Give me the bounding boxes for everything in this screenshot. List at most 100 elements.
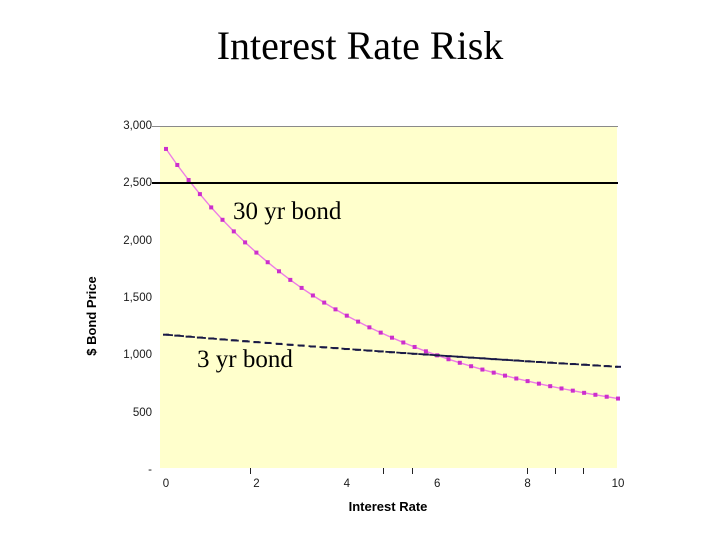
data-point-marker: [422, 353, 429, 356]
x-axis-tick: [527, 468, 529, 474]
series-label-3yr-bond: 3 yr bond: [197, 346, 293, 373]
data-point-marker: [344, 313, 349, 318]
data-point-marker: [603, 365, 610, 368]
data-point-marker: [253, 341, 260, 344]
data-point-marker: [287, 343, 294, 346]
x-axis-tick: [555, 468, 557, 474]
y-axis-title: $ Bond Price: [84, 276, 99, 356]
data-point-marker: [254, 250, 259, 255]
data-point-marker: [569, 363, 576, 366]
data-point-marker: [524, 360, 531, 363]
data-point-marker: [389, 351, 395, 354]
data-point-marker: [559, 386, 564, 391]
y-tick-label: 2,500: [123, 177, 152, 190]
data-point-marker: [332, 347, 339, 350]
data-point-marker: [163, 333, 169, 336]
x-axis-tick: [382, 468, 384, 474]
data-point-marker: [390, 335, 394, 340]
data-point-marker: [175, 162, 180, 167]
data-point-marker: [593, 392, 598, 397]
data-point-marker: [400, 352, 407, 355]
data-point-marker: [299, 285, 304, 290]
data-point-marker: [277, 269, 281, 274]
data-point-marker: [164, 146, 168, 151]
data-point-marker: [491, 370, 496, 375]
data-point-marker: [445, 355, 452, 358]
y-tick-label: 500: [132, 406, 152, 419]
data-point-marker: [231, 229, 236, 234]
x-tick-label: 0: [162, 478, 170, 490]
data-point-marker: [570, 388, 575, 393]
data-point-marker: [310, 293, 315, 298]
data-point-marker: [196, 336, 203, 339]
data-point-marker: [514, 376, 519, 381]
page-title: Interest Rate Risk: [216, 23, 504, 68]
data-point-marker: [548, 384, 553, 389]
x-axis-title: Interest Rate: [348, 499, 428, 514]
data-point-marker: [423, 349, 428, 354]
data-point-marker: [434, 354, 441, 357]
data-point-marker: [276, 342, 282, 345]
data-point-marker: [367, 325, 372, 330]
y-tick-label: 2,000: [123, 234, 152, 247]
data-point-marker: [197, 192, 202, 197]
x-tick-label: 4: [343, 478, 350, 490]
data-point-marker: [547, 361, 554, 364]
y-tick-label: 1,500: [123, 292, 152, 304]
data-point-marker: [209, 205, 214, 210]
series-label-30yr-bond: 30 yr bond: [233, 198, 342, 225]
data-point-marker: [616, 396, 620, 401]
data-point-marker: [298, 344, 305, 347]
data-point-marker: [581, 363, 588, 366]
data-point-marker: [333, 307, 338, 312]
x-tick-label: 8: [524, 478, 531, 490]
data-point-marker: [592, 364, 599, 367]
data-point-marker: [378, 330, 383, 335]
data-point-marker: [288, 277, 293, 282]
x-axis-tick: [582, 468, 584, 474]
data-point-marker: [377, 350, 384, 353]
data-point-marker: [174, 334, 181, 337]
data-point-marker: [469, 364, 474, 369]
data-point-marker: [220, 217, 225, 222]
data-point-marker: [219, 338, 226, 341]
data-point-marker: [468, 356, 475, 359]
x-axis-tick: [250, 468, 252, 474]
y-tick-label: 1,000: [123, 349, 152, 362]
data-point-marker: [582, 390, 587, 395]
data-point-marker: [536, 381, 541, 386]
data-point-marker: [513, 359, 520, 362]
x-tick-label: 10: [611, 478, 625, 490]
x-tick-label: 6: [433, 478, 441, 490]
data-point-marker: [480, 367, 485, 372]
data-point-marker: [615, 365, 621, 368]
data-point-marker: [401, 340, 406, 345]
data-point-marker: [343, 348, 350, 351]
data-point-marker: [446, 357, 451, 362]
y-tick-label: 3,000: [123, 120, 152, 132]
data-point-marker: [412, 344, 417, 349]
data-point-marker: [503, 373, 507, 378]
y-tick-label: -: [148, 464, 152, 476]
data-point-marker: [535, 360, 542, 363]
data-point-marker: [490, 358, 497, 361]
data-point-marker: [525, 379, 530, 384]
data-point-marker: [321, 346, 328, 349]
data-point-marker: [411, 352, 418, 355]
data-point-marker: [366, 349, 373, 352]
data-point-marker: [322, 300, 327, 305]
x-axis-tick: [411, 468, 413, 474]
data-point-marker: [208, 337, 215, 340]
data-point-marker: [309, 345, 316, 348]
data-point-marker: [242, 340, 249, 343]
data-point-marker: [243, 240, 248, 245]
data-point-marker: [502, 358, 508, 361]
data-point-marker: [185, 335, 192, 338]
data-point-marker: [456, 355, 463, 358]
data-point-marker: [558, 362, 565, 365]
data-point-marker: [604, 394, 609, 399]
chart-canvas: [163, 146, 621, 401]
data-point-marker: [264, 341, 271, 344]
x-tick-label: 2: [253, 478, 260, 490]
reference-line: [152, 182, 618, 185]
